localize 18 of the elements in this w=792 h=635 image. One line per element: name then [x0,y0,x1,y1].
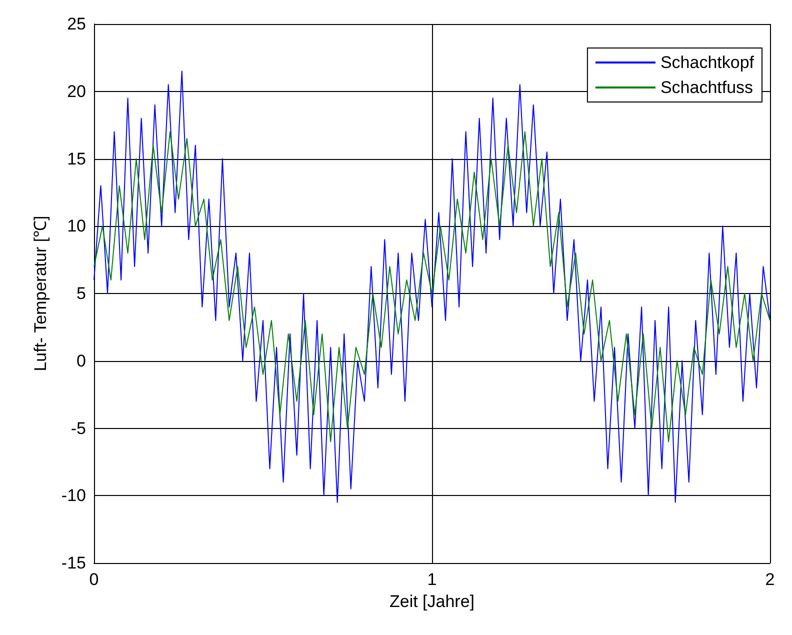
x-axis-title: Zeit [Jahre] [389,592,475,611]
x-tick-label: 1 [427,570,437,589]
y-tick-label: 5 [76,284,86,303]
y-tick-label: 25 [67,14,86,34]
legend-label: Schachtkopf [660,53,754,72]
y-tick-label: 10 [67,216,86,236]
line-series [94,70,770,503]
y-tick-label: -15 [61,554,86,572]
y-tick-label: 20 [67,82,86,101]
y-tick-label: -5 [70,418,86,438]
y-tick-label: 15 [67,149,86,168]
x-tick-label: 2 [765,570,775,589]
line-series [94,131,770,442]
y-axis-title: Luft- Temperatur [℃] [31,216,50,372]
legend-label: Schachtfuss [660,78,754,97]
y-tick-label: -10 [61,486,86,506]
x-tick-label: 0 [89,570,99,589]
y-tick-label: 0 [76,351,86,370]
